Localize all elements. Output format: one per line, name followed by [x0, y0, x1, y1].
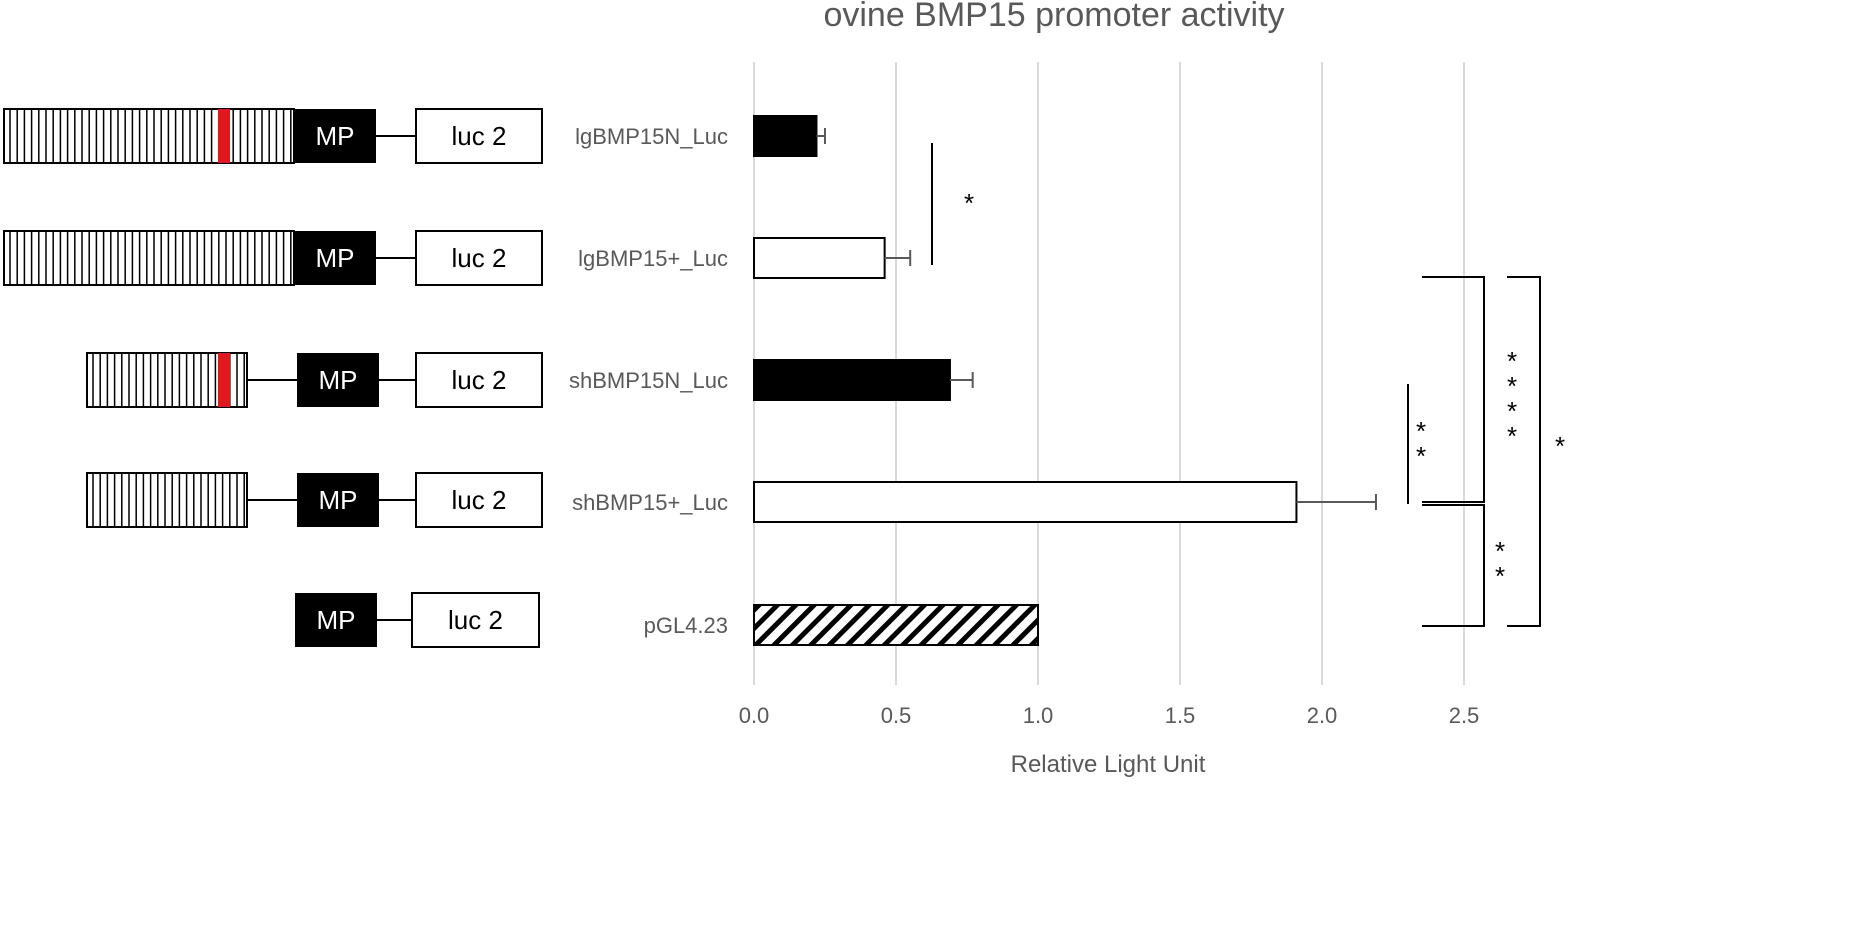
category-label: lgBMP15+_Luc: [578, 246, 728, 271]
x-tick-label: 0.5: [881, 703, 912, 728]
grid-lines: [753, 62, 1465, 685]
mp-box: [297, 473, 379, 527]
mutation-marker: [218, 109, 230, 163]
mp-label: MP: [316, 243, 355, 273]
category-label: pGL4.23: [644, 613, 728, 638]
x-tick-label: 2.5: [1449, 703, 1480, 728]
chart-title: ovine BMP15 promoter activity: [823, 0, 1284, 34]
mp-label: MP: [319, 365, 358, 395]
category-label: shBMP15+_Luc: [572, 490, 728, 515]
luc2-box: [415, 472, 543, 528]
significance-bracket: [1422, 504, 1485, 627]
luc2-box: [415, 230, 543, 286]
bar: [753, 359, 951, 401]
significance-brackets: **********: [931, 143, 1565, 627]
luc2-label: luc 2: [452, 485, 507, 515]
significance-star: *: [1416, 441, 1426, 471]
significance-label: *: [1555, 431, 1565, 461]
bar: [753, 604, 1039, 646]
mp-box: [295, 593, 377, 647]
bar: [753, 115, 818, 157]
mp-box: [297, 353, 379, 407]
bar: [753, 481, 1298, 523]
mp-label: MP: [319, 485, 358, 515]
significance-star: *: [1507, 396, 1517, 426]
significance-star: *: [1416, 416, 1426, 446]
x-tick-label: 1.5: [1165, 703, 1196, 728]
bar: [753, 237, 886, 279]
luc2-box: [415, 108, 543, 164]
significance-label: ****: [1507, 346, 1517, 451]
luc2-label: luc 2: [448, 605, 503, 635]
category-label: lgBMP15N_Luc: [575, 124, 728, 149]
x-tick-label: 0.0: [739, 703, 770, 728]
construct-diagrams: MP luc 2 MP luc 2 MP luc 2 MP luc 2 MP luc 2: [3, 108, 543, 648]
significance-label: **: [1495, 536, 1505, 591]
category-label: shBMP15N_Luc: [569, 368, 728, 393]
significance-star: *: [1507, 421, 1517, 451]
x-axis-label: Relative Light Unit: [1011, 751, 1206, 778]
mp-label: MP: [316, 121, 355, 151]
significance-star: *: [1495, 561, 1505, 591]
promoter-region: [3, 230, 295, 286]
significance-label: *: [964, 188, 974, 218]
x-tick-label: 1.0: [1023, 703, 1054, 728]
x-tick-label: 2.0: [1307, 703, 1338, 728]
mp-box: [294, 231, 376, 285]
significance-bracket: [1507, 276, 1541, 627]
luc2-box: [411, 592, 540, 648]
mp-label: MP: [317, 605, 356, 635]
luc2-label: luc 2: [452, 243, 507, 273]
significance-bracket: [1422, 276, 1485, 503]
significance-star: *: [1507, 371, 1517, 401]
luc2-box: [415, 352, 543, 408]
chart-text: ovine BMP15 promoter activity Relative L…: [569, 0, 1479, 778]
mp-box: [294, 109, 376, 163]
significance-label: **: [1416, 416, 1426, 471]
bars: [753, 115, 1377, 646]
mutation-marker: [218, 353, 230, 407]
luc2-label: luc 2: [452, 121, 507, 151]
significance-star: *: [1495, 536, 1505, 566]
promoter-region: [3, 108, 295, 164]
significance-star: *: [1507, 346, 1517, 376]
luc2-label: luc 2: [452, 365, 507, 395]
